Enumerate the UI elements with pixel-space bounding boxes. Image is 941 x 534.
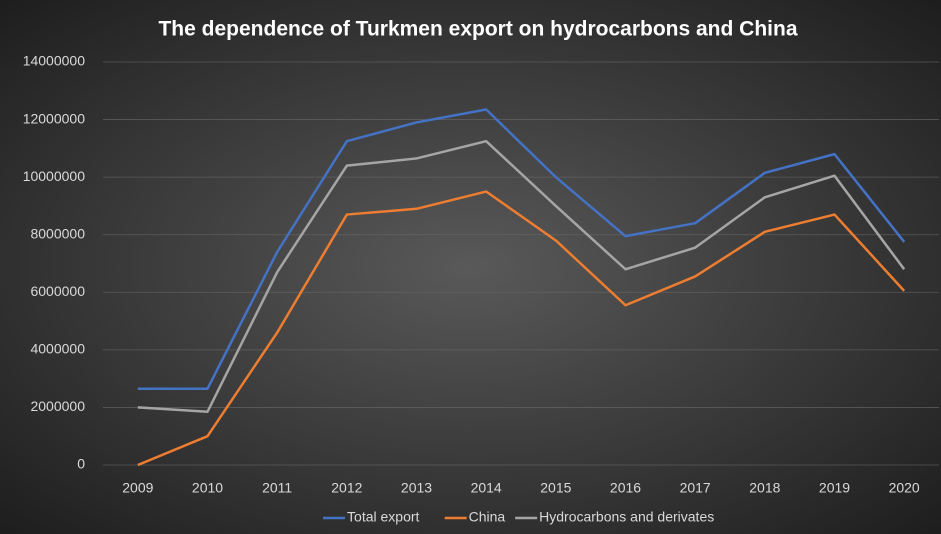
x-tick-label: 2012 — [331, 480, 362, 496]
x-tick-label: 2014 — [471, 480, 502, 496]
x-tick-label: 2013 — [401, 480, 432, 496]
line — [137, 108, 906, 390]
y-tick-label: 14000000 — [23, 53, 86, 69]
y-tick-label: 4000000 — [30, 341, 85, 357]
y-tick-label: 6000000 — [30, 283, 85, 299]
x-tick-label: 2016 — [610, 480, 641, 496]
line — [137, 139, 906, 413]
x-tick-label: 2018 — [749, 480, 780, 496]
y-tick-label: 10000000 — [23, 168, 86, 184]
x-tick-label: 2011 — [262, 480, 292, 496]
line — [137, 190, 906, 467]
y-tick-label: 8000000 — [30, 225, 85, 241]
chart-title: The dependence of Turkmen export on hydr… — [158, 18, 797, 41]
x-tick-label: 2017 — [680, 480, 711, 496]
y-tick-label: 2000000 — [30, 398, 85, 414]
y-tick-label: 12000000 — [23, 110, 86, 126]
x-tick-label: 2020 — [889, 480, 920, 496]
x-tick-label: 2010 — [192, 480, 223, 496]
legend-label: China — [469, 509, 506, 525]
x-tick-label: 2019 — [819, 480, 850, 496]
legend-label: Total export — [347, 509, 419, 525]
x-tick-label: 2009 — [122, 480, 153, 496]
x-tick-label: 2015 — [540, 480, 571, 496]
legend-label: Hydrocarbons and derivates — [539, 509, 714, 525]
y-tick-label: 0 — [77, 456, 85, 472]
